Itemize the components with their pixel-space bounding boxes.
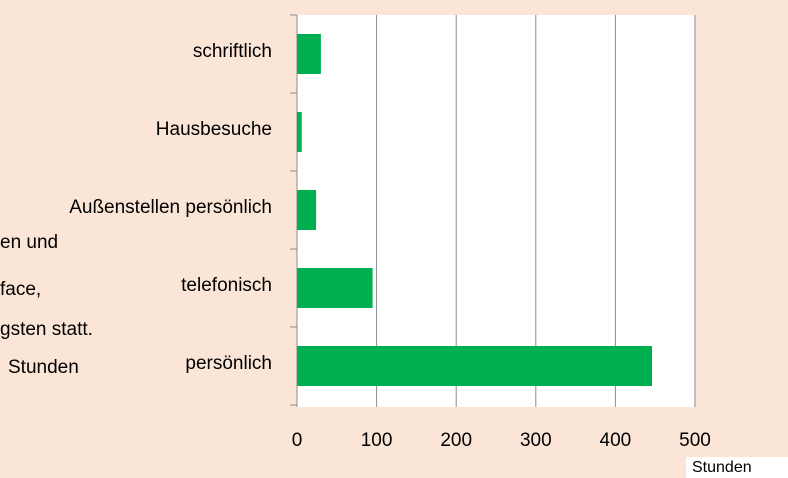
background-text: en und <box>0 232 58 253</box>
x-tick-label: 100 <box>361 430 393 451</box>
y-tick-label: telefonisch <box>181 275 272 296</box>
y-tick-label: Außenstellen persönlich <box>69 197 272 218</box>
bar <box>297 268 373 308</box>
x-axis-label: Stunden <box>692 459 752 476</box>
background-text: face, <box>0 279 41 300</box>
y-tick-label: Hausbesuche <box>156 119 272 140</box>
x-tick-label: 200 <box>440 430 472 451</box>
bar <box>297 190 317 230</box>
background-text: gsten statt. <box>0 319 93 340</box>
y-tick-label: schriftlich <box>193 41 272 62</box>
x-tick-label: 400 <box>600 430 632 451</box>
background-text: Stunden <box>8 357 79 378</box>
bar <box>297 112 302 152</box>
plot-area <box>297 15 695 407</box>
x-label-box <box>686 457 788 478</box>
bar <box>297 346 653 386</box>
x-tick-label: 500 <box>679 430 711 451</box>
y-tick-label: persönlich <box>185 353 272 374</box>
x-tick-label: 0 <box>292 430 303 451</box>
bar <box>297 34 321 74</box>
x-tick-label: 300 <box>520 430 552 451</box>
